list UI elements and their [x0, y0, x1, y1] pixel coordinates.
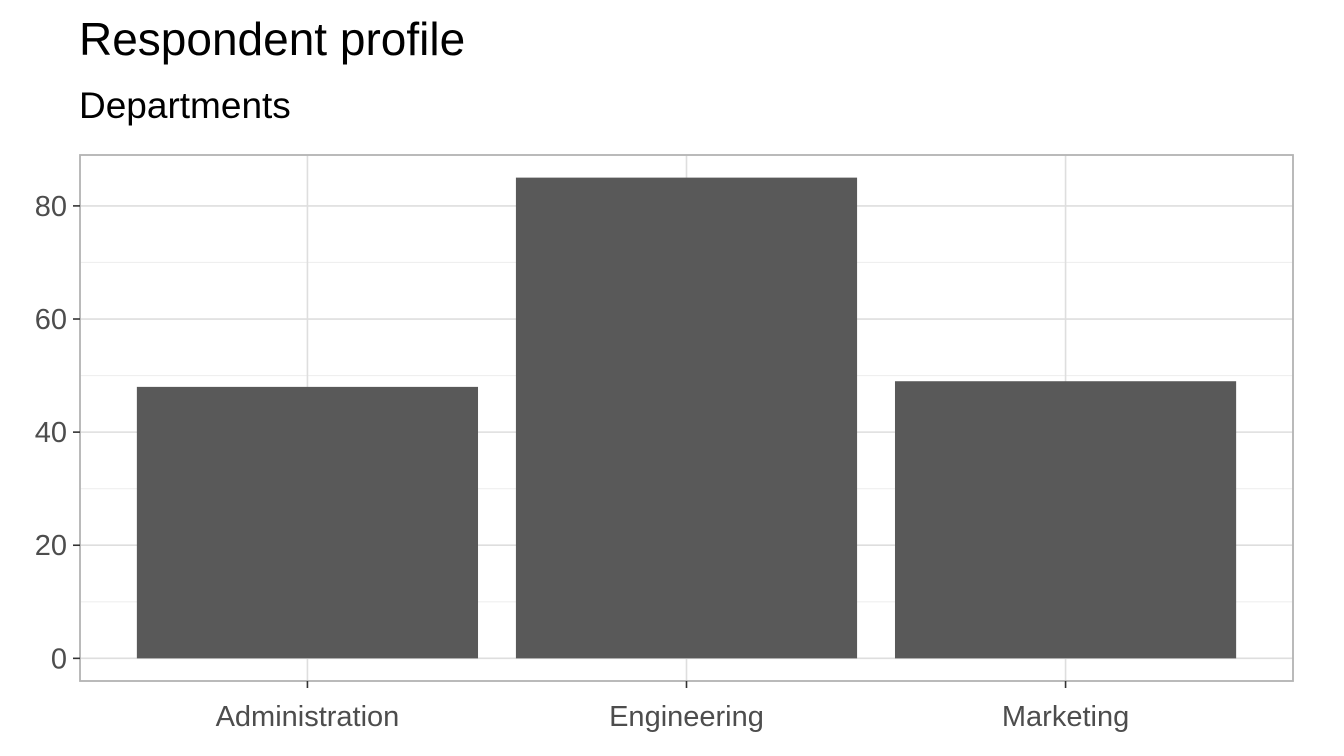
- axes: 0 20 40 60 80 Administration Engineering Market…: [35, 191, 1129, 733]
- y-tick-label: 20: [35, 530, 67, 562]
- bars: [136, 177, 1237, 659]
- y-tick-label: 80: [35, 191, 67, 223]
- bar-marketing: [894, 381, 1237, 659]
- chart-subtitle: Departments: [79, 85, 291, 126]
- x-tick-label: Engineering: [609, 701, 764, 733]
- y-tick-label: 40: [35, 417, 67, 449]
- x-tick-label: Administration: [216, 701, 400, 733]
- bar-administration: [136, 386, 479, 659]
- y-tick-label: 0: [51, 643, 67, 675]
- y-tick-label: 60: [35, 304, 67, 336]
- x-tick-label: Marketing: [1002, 701, 1129, 733]
- chart-title: Respondent profile: [79, 13, 466, 65]
- bar-engineering: [515, 177, 858, 659]
